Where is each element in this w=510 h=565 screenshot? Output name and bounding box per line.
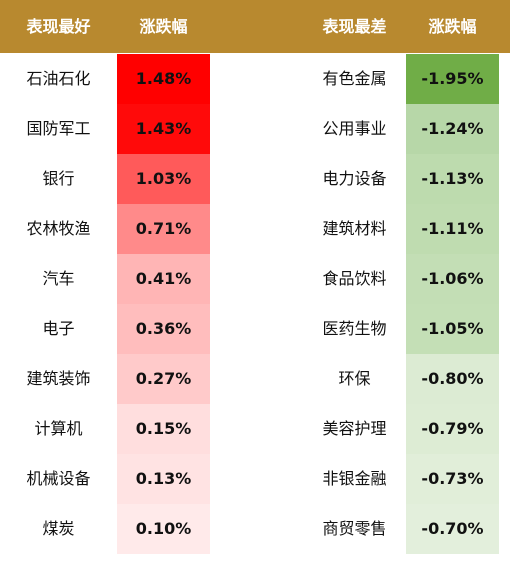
worst-sector-change: -1.95% bbox=[406, 54, 499, 104]
worst-sector-name: 环保 bbox=[338, 369, 371, 388]
table-row: 汽车 0.41% 食品饮料 -1.06% bbox=[0, 254, 510, 304]
worst-change-header: 涨跌幅 bbox=[428, 17, 477, 36]
best-sector-change: 0.71% bbox=[117, 204, 210, 254]
table-row: 银行 1.03% 电力设备 -1.13% bbox=[0, 154, 510, 204]
table-row: 计算机 0.15% 美容护理 -0.79% bbox=[0, 404, 510, 454]
best-sector-name: 汽车 bbox=[42, 269, 75, 288]
best-sector-change: 1.43% bbox=[117, 104, 210, 154]
table-row: 石油石化 1.48% 有色金属 -1.95% bbox=[0, 54, 510, 104]
best-sector-change: 0.10% bbox=[117, 504, 210, 554]
best-change-header: 涨跌幅 bbox=[139, 17, 188, 36]
table-header: 表现最好 涨跌幅 表现最差 涨跌幅 bbox=[0, 0, 510, 53]
worst-sector-change: -0.79% bbox=[406, 404, 499, 454]
best-sector-name: 石油石化 bbox=[26, 69, 91, 88]
worst-sector-change: -1.24% bbox=[406, 104, 499, 154]
best-sector-name: 机械设备 bbox=[26, 469, 91, 488]
worst-sector-change: -0.70% bbox=[406, 504, 499, 554]
worst-sector-name: 公用事业 bbox=[322, 119, 387, 138]
best-sector-name: 煤炭 bbox=[42, 519, 75, 538]
best-sector-change: 0.36% bbox=[117, 304, 210, 354]
best-sector-change: 1.48% bbox=[117, 54, 210, 104]
best-sector-name: 农林牧渔 bbox=[26, 219, 91, 238]
best-sector-name: 银行 bbox=[42, 169, 75, 188]
table-row: 煤炭 0.10% 商贸零售 -0.70% bbox=[0, 504, 510, 554]
table-row: 建筑装饰 0.27% 环保 -0.80% bbox=[0, 354, 510, 404]
worst-header: 表现最差 bbox=[322, 17, 387, 36]
worst-sector-name: 电力设备 bbox=[322, 169, 387, 188]
best-sector-name: 国防军工 bbox=[26, 119, 91, 138]
worst-sector-name: 建筑材料 bbox=[322, 219, 387, 238]
table-row: 国防军工 1.43% 公用事业 -1.24% bbox=[0, 104, 510, 154]
table-row: 电子 0.36% 医药生物 -1.05% bbox=[0, 304, 510, 354]
worst-sector-name: 美容护理 bbox=[322, 419, 387, 438]
worst-sector-name: 食品饮料 bbox=[322, 269, 387, 288]
best-sector-name: 电子 bbox=[42, 319, 75, 338]
worst-sector-name: 商贸零售 bbox=[322, 519, 387, 538]
best-sector-change: 0.27% bbox=[117, 354, 210, 404]
table-row: 农林牧渔 0.71% 建筑材料 -1.11% bbox=[0, 204, 510, 254]
table-row: 机械设备 0.13% 非银金融 -0.73% bbox=[0, 454, 510, 504]
best-sector-change: 1.03% bbox=[117, 154, 210, 204]
worst-sector-change: -1.06% bbox=[406, 254, 499, 304]
worst-sector-change: -1.05% bbox=[406, 304, 499, 354]
worst-sector-name: 医药生物 bbox=[322, 319, 387, 338]
worst-sector-change: -1.11% bbox=[406, 204, 499, 254]
best-sector-name: 计算机 bbox=[34, 419, 83, 438]
worst-sector-change: -0.73% bbox=[406, 454, 499, 504]
best-sector-name: 建筑装饰 bbox=[26, 369, 91, 388]
worst-sector-change: -1.13% bbox=[406, 154, 499, 204]
worst-sector-name: 有色金属 bbox=[322, 69, 387, 88]
worst-sector-change: -0.80% bbox=[406, 354, 499, 404]
best-sector-change: 0.15% bbox=[117, 404, 210, 454]
best-sector-change: 0.41% bbox=[117, 254, 210, 304]
best-sector-change: 0.13% bbox=[117, 454, 210, 504]
best-header: 表现最好 bbox=[26, 17, 91, 36]
worst-sector-name: 非银金融 bbox=[322, 469, 387, 488]
